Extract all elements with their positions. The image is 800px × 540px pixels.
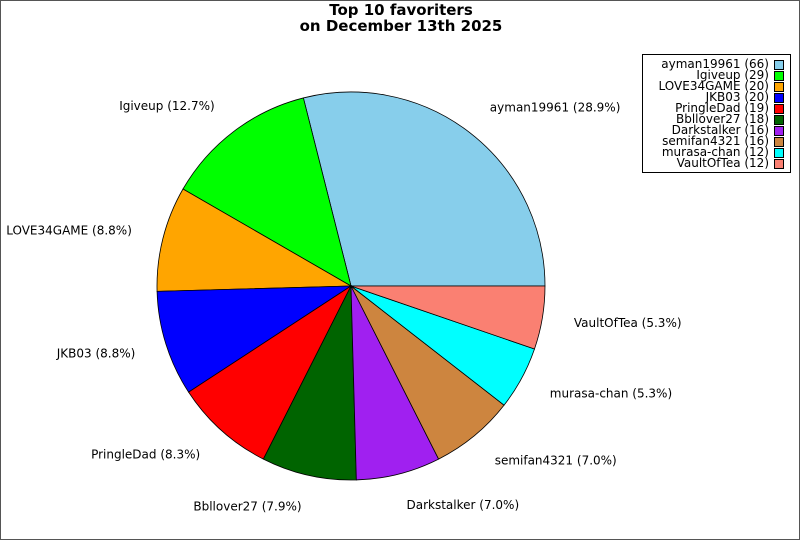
- legend-label: semifan4321 (16): [662, 134, 769, 148]
- slice-label-semifan4321: semifan4321 (7.0%): [495, 454, 617, 468]
- chart-title: Top 10 favoriters on December 13th 2025: [1, 1, 799, 35]
- legend-swatch: [774, 81, 784, 92]
- pie-slice-jkb03: [156, 285, 353, 393]
- legend-label: Darkstalker (16): [671, 123, 769, 137]
- legend-label: Bbllover27 (18): [676, 112, 769, 126]
- legend-swatch: [774, 70, 784, 81]
- legend-swatch: [774, 114, 784, 125]
- pie-slice-igiveup: [182, 97, 352, 287]
- pie-slice-vaultoftea: [350, 285, 546, 350]
- slice-label-igiveup: Igiveup (12.7%): [119, 99, 215, 113]
- pie-slice-pringledad: [188, 284, 353, 460]
- legend-label: murasa-chan (12): [661, 145, 769, 159]
- legend-item-jkb03: JKB03 (20): [647, 90, 784, 104]
- legend-item-love34game: LOVE34GAME (20): [647, 79, 784, 93]
- slice-label-murasa-chan: murasa-chan (5.3%): [550, 387, 672, 401]
- legend-label: VaultOfTea (12): [676, 156, 769, 170]
- slice-label-darkstalker: Darkstalker (7.0%): [407, 498, 520, 512]
- pie-slice-bbllover27: [262, 285, 357, 481]
- legend-item-darkstalker: Darkstalker (16): [647, 123, 784, 137]
- legend-item-vaultoftea: VaultOfTea (12): [647, 156, 784, 170]
- legend-item-semifan4321: semifan4321 (16): [647, 134, 784, 148]
- legend-item-bbllover27: Bbllover27 (18): [647, 112, 784, 126]
- legend-swatch: [774, 59, 784, 70]
- pie-slice-ayman19961: [302, 91, 546, 287]
- chart-title-line-1: Top 10 favoriters: [329, 1, 473, 19]
- legend-label: ayman19961 (66): [661, 57, 769, 71]
- slice-label-vaultoftea: VaultOfTea (5.3%): [574, 316, 682, 330]
- slice-label-ayman19961: ayman19961 (28.9%): [490, 101, 621, 115]
- legend-item-murasa-chan: murasa-chan (12): [647, 145, 784, 159]
- legend-item-igiveup: Igiveup (29): [647, 68, 784, 82]
- chart-title-line-2: on December 13th 2025: [299, 17, 503, 35]
- legend-item-pringledad: PringleDad (19): [647, 101, 784, 115]
- legend-label: JKB03 (20): [705, 90, 769, 104]
- legend-item-ayman19961: ayman19961 (66): [647, 57, 784, 71]
- slice-label-pringledad: PringleDad (8.3%): [91, 447, 200, 461]
- legend-swatch: [774, 103, 784, 114]
- legend-swatch: [774, 136, 784, 147]
- legend-swatch: [774, 158, 784, 169]
- legend-swatch: [774, 147, 784, 158]
- legend-label: Igiveup (29): [696, 68, 769, 82]
- pie-slice-love34game: [156, 188, 353, 292]
- legend-swatch: [774, 125, 784, 136]
- legend-label: LOVE34GAME (20): [658, 79, 769, 93]
- legend-label: PringleDad (19): [675, 101, 769, 115]
- legend-swatch: [774, 92, 784, 103]
- slice-label-love34game: LOVE34GAME (8.8%): [6, 224, 132, 238]
- legend: ayman19961 (66) Igiveup (29) LOVE34GAME (2…: [642, 54, 791, 173]
- slice-label-jkb03: JKB03 (8.8%): [56, 347, 136, 361]
- slice-label-bbllover27: Bbllover27 (7.9%): [193, 500, 301, 514]
